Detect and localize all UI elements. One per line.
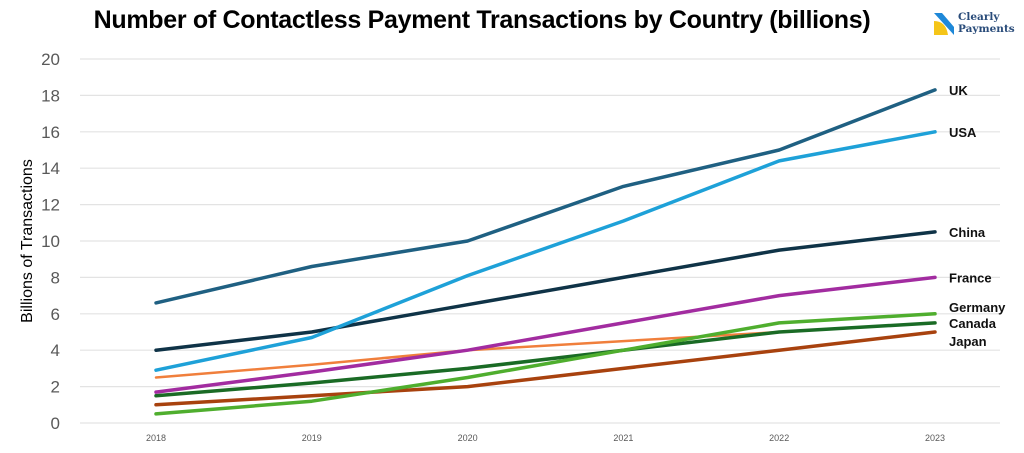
y-tick-label: 18 <box>41 86 60 105</box>
series-label-japan: Japan <box>949 334 987 349</box>
series-label-canada: Canada <box>949 316 997 331</box>
y-axis-label: Billions of Transactions <box>19 159 36 323</box>
x-tick-label: 2023 <box>925 433 945 443</box>
series-label-uk: UK <box>949 83 968 98</box>
y-tick-label: 10 <box>41 232 60 251</box>
logo-line1: Clearly <box>958 11 1000 23</box>
y-tick-label: 12 <box>41 196 60 215</box>
series-label-france: France <box>949 270 992 285</box>
x-tick-label: 2022 <box>769 433 789 443</box>
series-label-china: China <box>949 225 986 240</box>
x-tick-label: 2020 <box>458 433 478 443</box>
series-line-china <box>154 230 937 352</box>
clearly-payments-logo: Clearly Payments <box>932 11 1024 37</box>
series-line-japan <box>154 330 937 407</box>
series-label-usa: USA <box>949 125 977 140</box>
chart-title: Number of Contactless Payment Transactio… <box>93 6 871 34</box>
series-line-france <box>154 275 937 394</box>
y-tick-label: 16 <box>41 123 60 142</box>
y-tick-label: 6 <box>51 305 60 324</box>
x-axis-ticks: 2018 2019 2020 2021 2022 2023 <box>146 433 945 443</box>
y-tick-label: 20 <box>41 50 60 69</box>
series-line-germany <box>154 312 937 416</box>
y-tick-label: 4 <box>51 341 60 360</box>
series-label-germany: Germany <box>949 300 1006 315</box>
series-line-uk <box>154 88 937 305</box>
y-tick-label: 8 <box>51 268 60 287</box>
logo-text: Clearly Payments <box>958 11 1015 35</box>
logo-mark-icon <box>934 13 954 35</box>
logo-line2: Payments <box>958 23 1015 35</box>
x-tick-label: 2021 <box>613 433 633 443</box>
y-tick-label: 2 <box>51 378 60 397</box>
x-tick-label: 2019 <box>302 433 322 443</box>
gridlines <box>80 58 1000 424</box>
y-tick-label: 0 <box>51 414 60 433</box>
series-line-usa <box>154 130 937 372</box>
y-axis-ticks: 0 2 4 6 8 10 12 14 16 18 20 <box>41 50 60 433</box>
series-line-canada <box>154 321 937 398</box>
x-tick-label: 2018 <box>146 433 166 443</box>
y-tick-label: 14 <box>41 159 60 178</box>
series-lines <box>154 88 937 416</box>
